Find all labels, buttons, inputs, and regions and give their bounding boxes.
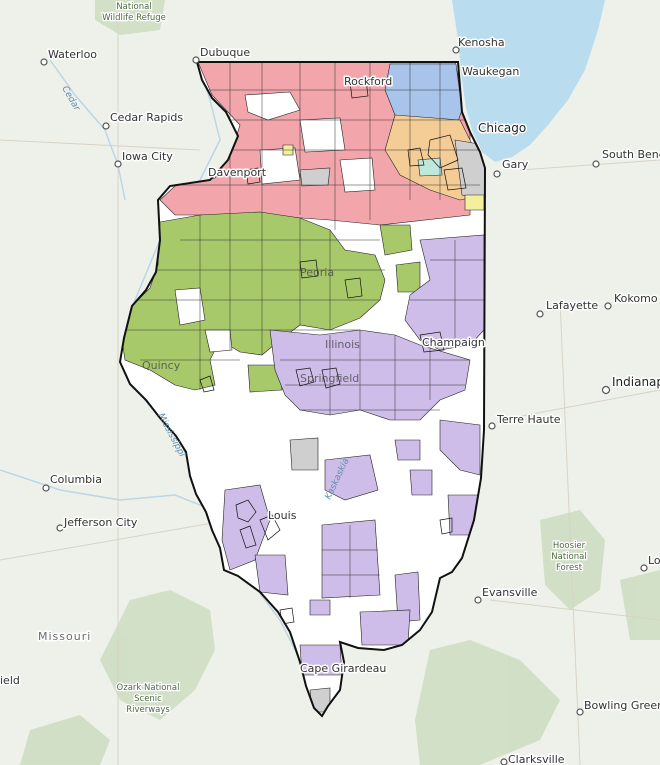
city-dubuque[interactable]: Dubuque (199, 45, 252, 61)
svg-text:Ozark National: Ozark National (117, 683, 180, 693)
district-gap[interactable] (339, 157, 376, 193)
city-waterloo[interactable]: Waterloo (47, 47, 99, 63)
city-springfield[interactable]: Springfield (300, 372, 359, 385)
city-waukegan[interactable]: Waukegan (461, 64, 521, 80)
district-south-purple-1[interactable] (321, 519, 381, 599)
district-gap[interactable] (174, 287, 206, 326)
district-purple-patch[interactable] (309, 599, 331, 616)
city-kokomo[interactable]: Kokomo (613, 291, 660, 307)
city-markers (40, 46, 648, 765)
district-chicago-orange[interactable] (384, 114, 483, 201)
city-cedar-rapids[interactable]: Cedar Rapids (109, 110, 185, 126)
city-cape-girardeau[interactable]: Cape Girardeau (299, 661, 388, 677)
district-gap[interactable] (299, 117, 346, 153)
svg-text:National: National (551, 552, 586, 562)
district-green-patch[interactable] (247, 364, 283, 393)
districts[interactable] (121, 62, 485, 713)
city-south-bend[interactable]: South Bend (601, 147, 660, 163)
city-peoria[interactable]: Peoria (300, 266, 334, 279)
district-purple-patch[interactable] (439, 419, 481, 476)
city-clarksville[interactable]: Clarksville (507, 752, 567, 765)
missouri-state-label: Missouri (38, 630, 91, 643)
district-gap[interactable] (244, 91, 301, 121)
city-gary[interactable]: Gary (501, 157, 531, 173)
district-purple-patch[interactable] (324, 454, 379, 501)
svg-text:Riverways: Riverways (126, 705, 170, 715)
city-st-louis[interactable]: Louis (267, 508, 299, 524)
city-indianapolis[interactable]: Indianap (611, 374, 660, 391)
ozark-label: Ozark National Scenic Riverways (115, 682, 180, 717)
district-purple-patch[interactable] (394, 571, 421, 623)
city-lafayette[interactable]: Lafayette (545, 298, 600, 314)
forest-patches (20, 0, 660, 765)
city-louisville[interactable]: Lo (647, 553, 660, 569)
svg-text:Scenic: Scenic (134, 694, 162, 704)
district-gray[interactable] (289, 437, 319, 471)
district-gap[interactable] (204, 329, 233, 353)
city-columbia[interactable]: Columbia (49, 472, 104, 488)
district-purple-patch[interactable] (254, 554, 289, 596)
district-green-patch[interactable] (395, 261, 421, 293)
svg-text:Wildlife Refuge: Wildlife Refuge (102, 13, 166, 23)
city-jefferson-city[interactable]: Jefferson City (62, 515, 140, 531)
district-teal[interactable] (417, 157, 443, 177)
state-label-illinois: Illinois (325, 338, 360, 351)
city-kenosha[interactable]: Kenosha (457, 35, 507, 51)
svg-text:National: National (116, 2, 151, 12)
city-davenport[interactable]: Davenport (207, 165, 269, 181)
illinois-border (118, 61, 487, 718)
city-iowa-city[interactable]: Iowa City (121, 149, 175, 165)
district-purple-patch[interactable] (394, 439, 421, 461)
district-yellow[interactable] (464, 194, 485, 211)
city-bowling-green[interactable]: Bowling Green (583, 698, 660, 714)
district-purple-patch[interactable] (409, 469, 433, 496)
district-green-patch[interactable] (379, 224, 413, 256)
district-purple-patch[interactable] (359, 609, 411, 646)
city-evansville[interactable]: Evansville (481, 585, 540, 601)
lake-michigan (452, 0, 605, 162)
svg-text:Forest: Forest (556, 563, 583, 573)
city-rockford[interactable]: Rockford (343, 74, 394, 90)
city-quincy[interactable]: Quincy (142, 359, 181, 372)
svg-text:Hoosier: Hoosier (553, 541, 586, 551)
city-champaign[interactable]: Champaign (421, 335, 487, 351)
hoosier-label: Hoosier National Forest (550, 540, 588, 575)
wildlife-refuge-label: National Wildlife Refuge (101, 1, 167, 25)
district-gray[interactable] (299, 167, 331, 187)
ield-label: ield (0, 674, 20, 687)
city-terre-haute[interactable]: Terre Haute (495, 412, 563, 428)
city-chicago[interactable]: Chicago (477, 120, 528, 137)
